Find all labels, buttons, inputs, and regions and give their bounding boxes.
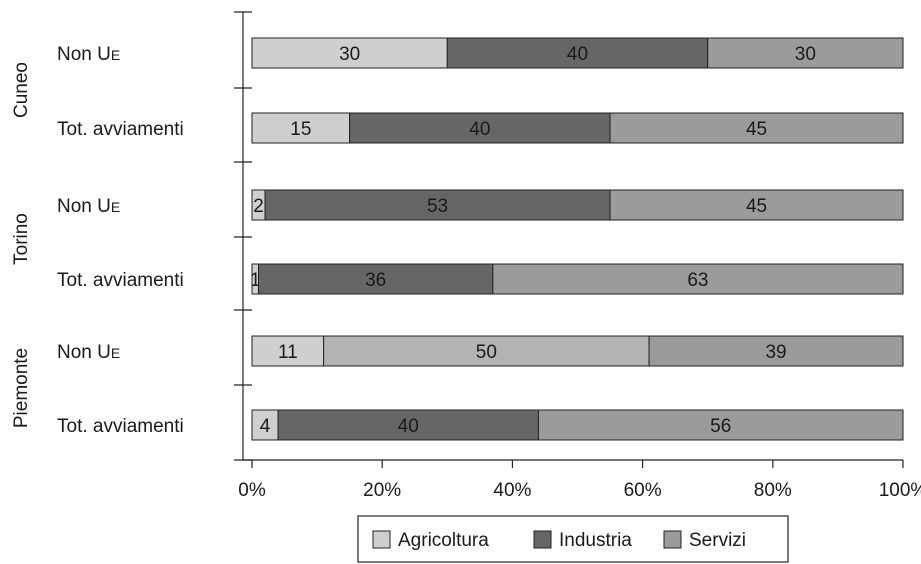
bar-segment (537, 409, 904, 441)
category-label: Non UE (57, 342, 120, 363)
legend-label: Servizi (689, 530, 746, 551)
bar-segment (492, 263, 904, 295)
category-label: Non UE (57, 44, 120, 65)
bar-value-label: 36 (365, 270, 386, 291)
bar-value-label: 40 (469, 119, 490, 140)
category-label: Tot. avviamenti (57, 270, 184, 291)
bar-segment (648, 335, 904, 367)
bar-segment (323, 335, 650, 367)
legend-swatch (533, 530, 552, 549)
bar-value-label: 4 (260, 416, 271, 437)
group-label: Piemonte (11, 348, 32, 428)
bar-value-label: 30 (795, 44, 816, 65)
group-label: Cuneo (11, 62, 32, 118)
x-tick-label: 60% (624, 480, 662, 501)
x-tick-label: 100% (879, 480, 921, 501)
bar-value-label: 40 (567, 44, 588, 65)
bar-value-label: 39 (765, 342, 786, 363)
bar-segment (251, 112, 351, 144)
category-label: Tot. avviamenti (57, 119, 184, 140)
group-label: Torino (11, 213, 32, 265)
chart-bars: 30 40 30 15 40 45 2 53 45 1 36 63 11 50 39 4 40 56 (250, 37, 904, 441)
legend-label: Industria (559, 530, 632, 551)
bar-value-label: 45 (746, 119, 767, 140)
bar-value-label: 50 (476, 342, 497, 363)
bar-value-label: 11 (278, 342, 298, 363)
legend-label: Agricoltura (398, 530, 489, 551)
bar-value-label: 40 (398, 416, 419, 437)
bar-segment (446, 37, 709, 69)
category-label: Tot. avviamenti (57, 416, 184, 437)
bar-segment (609, 189, 904, 221)
bar-segment (609, 112, 904, 144)
bar-value-label: 30 (339, 44, 360, 65)
chart-axes: 0% 20% 40% 60% 80% 100% (234, 11, 921, 501)
x-tick-label: 0% (238, 480, 266, 501)
bar-segment (251, 37, 448, 69)
bar-segment (277, 409, 539, 441)
bar-value-label: 2 (253, 196, 264, 217)
category-label: Non UE (57, 196, 120, 217)
bar-segment (707, 37, 904, 69)
chart-labels: Cuneo Torino Piemonte Non UE Tot. avviamenti… (11, 44, 184, 437)
bar-value-label: 63 (687, 270, 708, 291)
bar-value-label: 56 (710, 416, 731, 437)
bar-value-label: 45 (746, 196, 767, 217)
chart-legend: Agricoltura Industria Servizi (357, 515, 789, 563)
x-tick-label: 40% (493, 480, 531, 501)
x-tick-label: 20% (363, 480, 401, 501)
legend-swatch (663, 530, 682, 549)
legend-swatch (372, 530, 391, 549)
legend-box (357, 515, 789, 563)
x-tick-label: 80% (754, 480, 792, 501)
bar-value-label: 1 (250, 270, 261, 291)
bar-value-label: 53 (427, 196, 448, 217)
bar-value-label: 15 (290, 119, 311, 140)
